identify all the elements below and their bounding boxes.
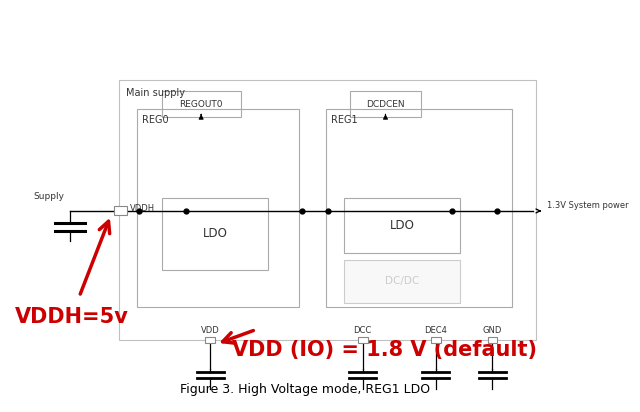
- Bar: [326, 109, 512, 307]
- Text: DC/DC: DC/DC: [385, 276, 419, 286]
- Text: VDDH: VDDH: [131, 204, 156, 213]
- Text: REGOUT0: REGOUT0: [179, 100, 223, 108]
- Text: REG1: REG1: [331, 115, 358, 125]
- Bar: [344, 260, 460, 303]
- Text: 1.3V System power: 1.3V System power: [547, 201, 628, 211]
- Text: DCC: DCC: [353, 326, 372, 335]
- Text: DCDCEN: DCDCEN: [366, 100, 404, 108]
- Bar: [161, 91, 241, 117]
- Text: LDO: LDO: [390, 219, 415, 232]
- Bar: [161, 198, 268, 270]
- Text: Figure 3. High Voltage mode, REG1 LDO: Figure 3. High Voltage mode, REG1 LDO: [180, 382, 430, 396]
- Bar: [137, 109, 299, 307]
- Text: Supply: Supply: [33, 192, 64, 201]
- Bar: [358, 337, 367, 343]
- Text: REG0: REG0: [142, 115, 168, 125]
- Bar: [488, 337, 497, 343]
- Text: VDD: VDD: [201, 326, 220, 335]
- Text: LDO: LDO: [202, 227, 227, 240]
- Bar: [114, 206, 127, 215]
- Text: VDDH=5v: VDDH=5v: [15, 307, 129, 327]
- Bar: [431, 337, 441, 343]
- Bar: [205, 337, 215, 343]
- Bar: [119, 80, 536, 340]
- Text: VDD (IO) = 1.8 V (default): VDD (IO) = 1.8 V (default): [232, 340, 536, 360]
- Text: Main supply: Main supply: [126, 88, 185, 98]
- Text: GND: GND: [483, 326, 502, 335]
- Bar: [344, 198, 460, 253]
- Text: DEC4: DEC4: [424, 326, 447, 335]
- Bar: [351, 91, 420, 117]
